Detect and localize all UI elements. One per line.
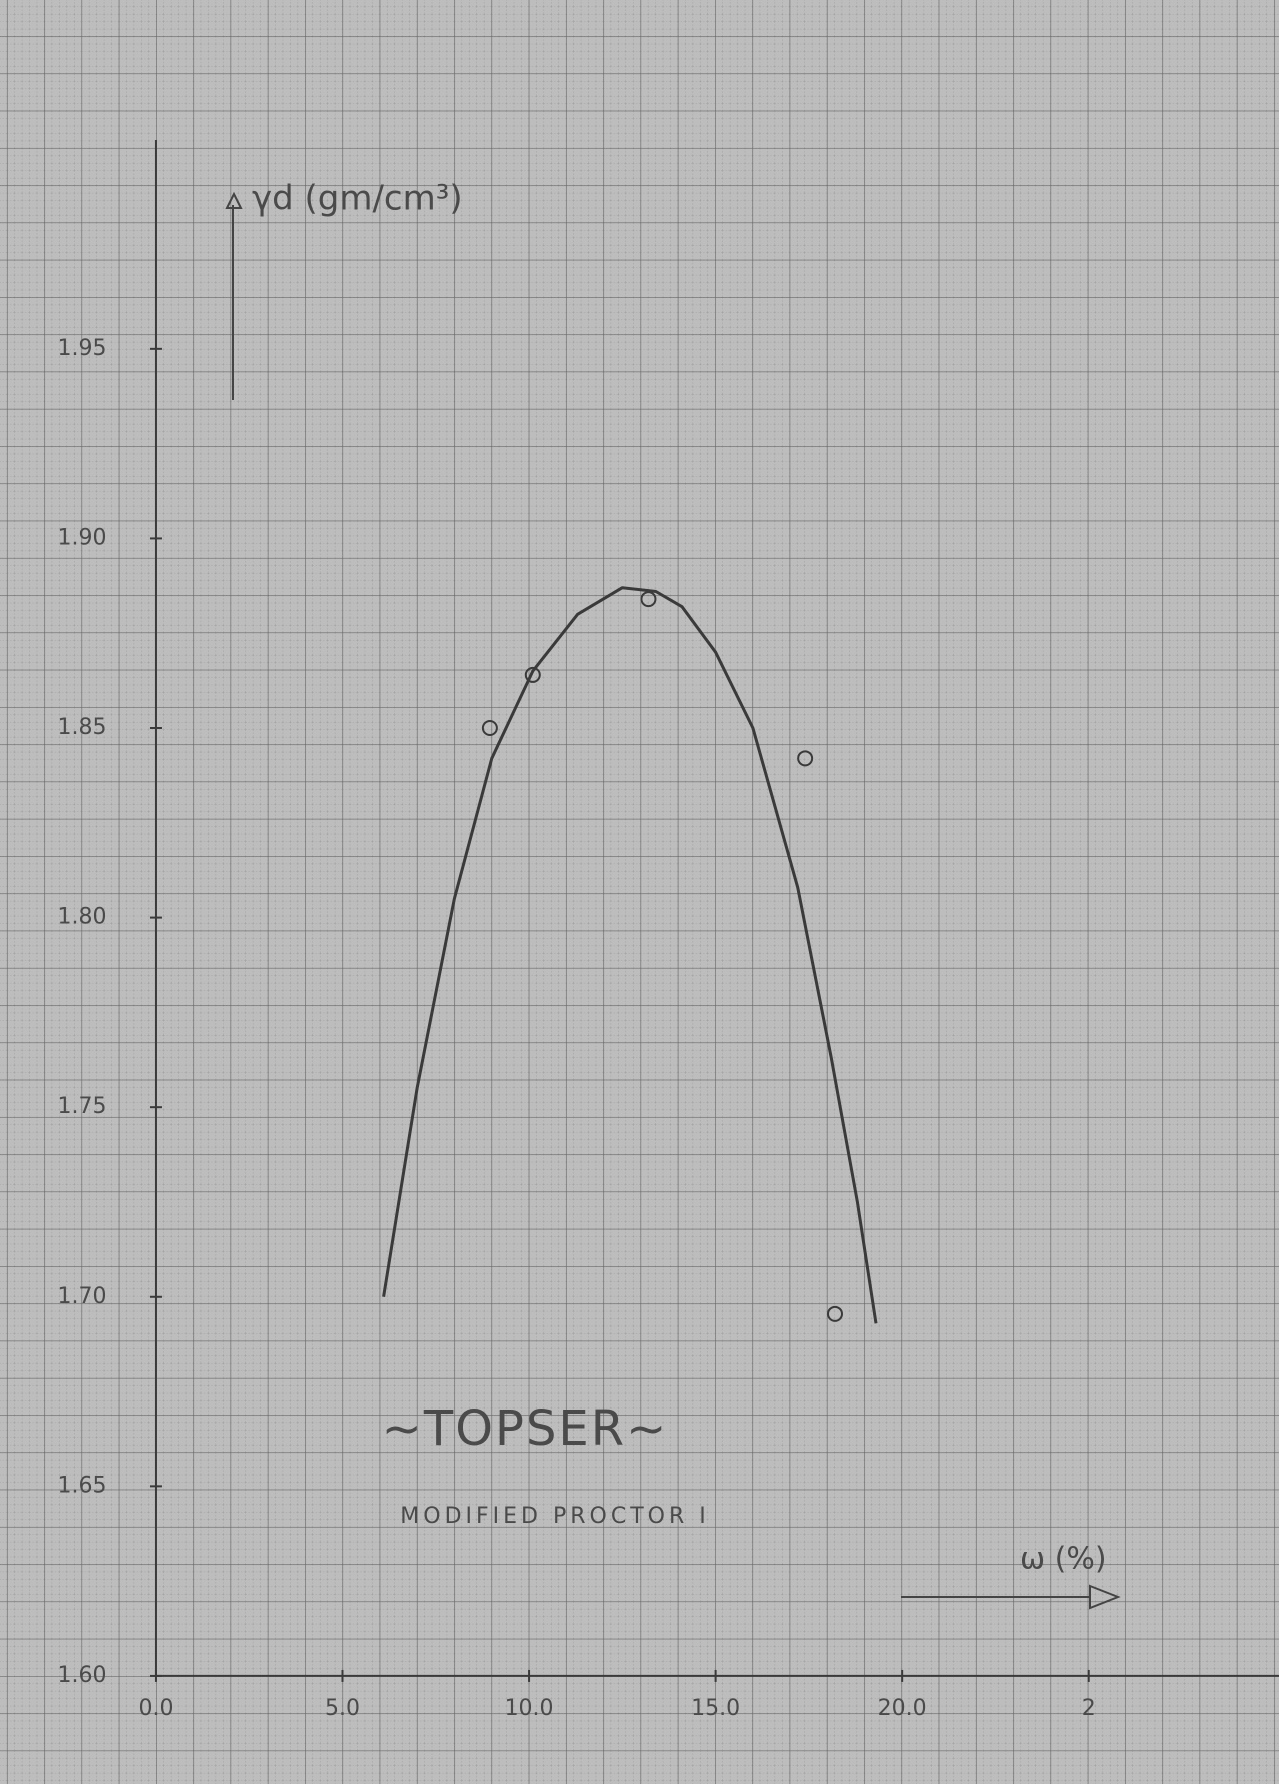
- chart-subtitle: MODIFIED PROCTOR I: [400, 1504, 709, 1529]
- y-tick-label: 1.90: [58, 525, 107, 550]
- y-axis-label: γd (gm/cm³): [252, 179, 463, 219]
- x-tick-label: 0.0: [138, 1696, 173, 1721]
- y-tick-label: 1.95: [58, 336, 107, 361]
- x-tick-label: 15.0: [691, 1696, 740, 1721]
- x-tick-label: 5.0: [325, 1696, 360, 1721]
- chart: γd (gm/cm³) ω (%) ~TOPSER~ MODIFIED PROC…: [0, 0, 1279, 1784]
- y-tick-label: 1.65: [58, 1473, 107, 1498]
- y-tick-label: 1.60: [58, 1663, 107, 1688]
- y-tick-label: 1.70: [58, 1284, 107, 1309]
- x-tick-label: 10.0: [505, 1696, 554, 1721]
- y-tick-label: 1.80: [58, 905, 107, 930]
- chart-title: ~TOPSER~: [382, 1401, 669, 1457]
- x-axis-label: ω (%): [1020, 1542, 1107, 1577]
- x-tick-label: 20.0: [878, 1696, 927, 1721]
- y-tick-label: 1.85: [58, 715, 107, 740]
- page: {"chart_data": { "type": "scatter", "tit…: [0, 0, 1279, 1784]
- x-tick-label: 2: [1082, 1696, 1096, 1721]
- y-tick-label: 1.75: [58, 1094, 107, 1119]
